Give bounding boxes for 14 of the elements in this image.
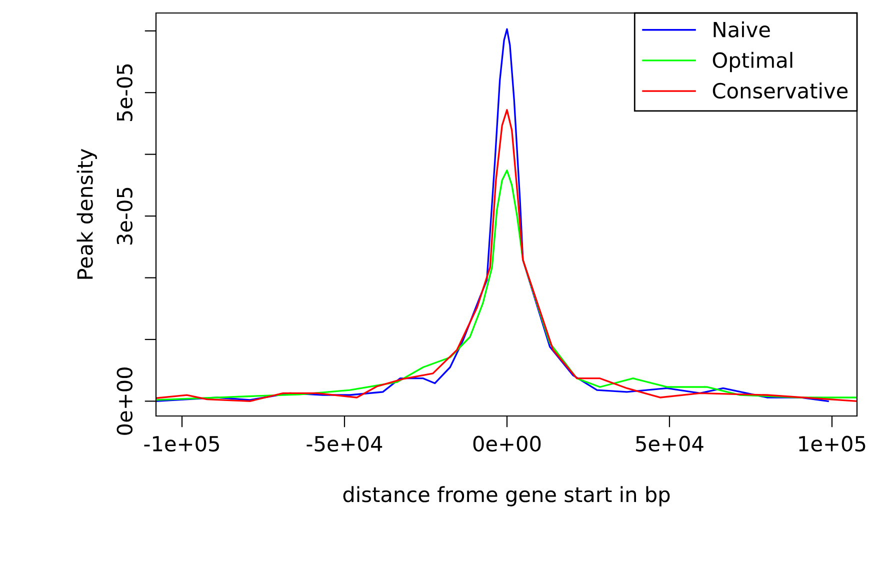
legend-label: Conservative [712, 82, 848, 99]
x-tick-label: 1e+05 [799, 436, 866, 452]
legend-label: Optimal [712, 52, 792, 72]
x-axis-title: distance frome gene start in bp [343, 486, 670, 506]
x-tick-label: 5e+04 [636, 436, 704, 452]
y-tick-label: 3e-05 [116, 188, 133, 245]
y-axis-title: Peak density [76, 148, 97, 279]
line-series [156, 170, 857, 401]
legend-label: Naive [714, 21, 770, 38]
line-series [156, 109, 857, 402]
x-tick-label: -1e+05 [144, 436, 219, 452]
x-tick-label: -5e+04 [306, 436, 382, 452]
x-tick-label: 0e+00 [473, 436, 541, 452]
y-tick-label: 5e-05 [116, 64, 133, 122]
